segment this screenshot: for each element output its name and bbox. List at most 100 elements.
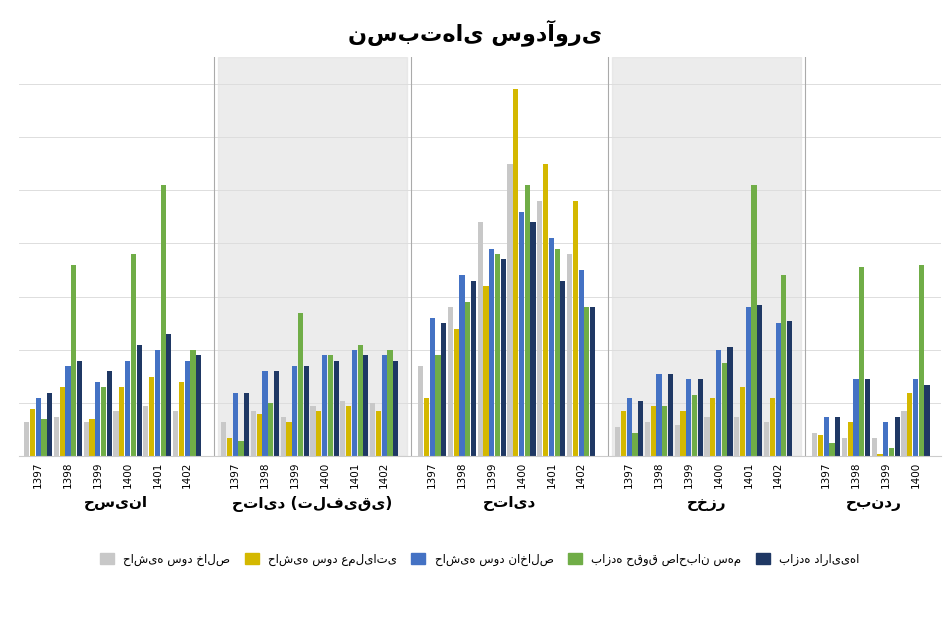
Bar xyxy=(884,422,888,456)
Bar xyxy=(478,222,483,456)
Bar xyxy=(66,366,70,456)
Bar xyxy=(149,377,154,456)
Bar xyxy=(466,302,470,456)
Bar xyxy=(161,185,165,456)
Bar xyxy=(913,379,918,456)
Bar xyxy=(560,281,565,456)
Bar xyxy=(757,305,763,456)
Bar xyxy=(489,249,494,456)
Bar xyxy=(543,164,548,456)
Bar xyxy=(781,275,787,456)
Bar xyxy=(615,427,620,456)
Bar xyxy=(651,406,655,456)
Bar xyxy=(388,350,392,456)
Bar xyxy=(429,318,435,456)
Bar xyxy=(878,454,883,456)
Bar xyxy=(370,403,375,456)
Bar xyxy=(441,323,446,456)
Bar xyxy=(42,419,47,456)
Bar xyxy=(274,372,279,456)
Bar xyxy=(829,443,834,456)
Bar xyxy=(54,417,59,456)
Bar xyxy=(298,313,303,456)
Bar xyxy=(447,307,453,456)
Bar xyxy=(662,406,667,456)
Bar xyxy=(495,254,500,456)
Bar xyxy=(131,254,136,456)
Bar xyxy=(435,355,441,456)
Bar xyxy=(173,411,179,456)
Bar xyxy=(680,411,686,456)
Bar xyxy=(286,422,292,456)
Text: حبندر: حبندر xyxy=(846,496,902,512)
Bar xyxy=(613,57,801,456)
Bar xyxy=(460,275,465,456)
Bar xyxy=(734,417,739,456)
Bar xyxy=(835,417,841,456)
Bar xyxy=(262,372,268,456)
Bar xyxy=(507,164,513,456)
Bar xyxy=(256,414,262,456)
Legend: حاشیه سود خالص, حاشیه سود عملیاتی, حاشیه سود ناخالص, بازده حقوق صاحبان سهم, بازد: حاشیه سود خالص, حاشیه سود عملیاتی, حاشیه… xyxy=(95,548,864,571)
Bar xyxy=(89,419,95,456)
Bar xyxy=(166,334,172,456)
Bar xyxy=(573,201,578,456)
Bar xyxy=(125,361,130,456)
Bar xyxy=(484,286,488,456)
Bar xyxy=(60,387,65,456)
Bar xyxy=(119,387,124,456)
Bar xyxy=(686,379,692,456)
Bar xyxy=(775,323,781,456)
Bar xyxy=(179,382,184,456)
Bar xyxy=(363,355,369,456)
Bar xyxy=(728,347,732,456)
Bar xyxy=(549,238,554,456)
Bar xyxy=(84,422,89,456)
Bar xyxy=(513,89,519,456)
Bar xyxy=(924,385,930,456)
Bar xyxy=(251,411,256,456)
Bar xyxy=(711,398,715,456)
Bar xyxy=(244,392,249,456)
Bar xyxy=(692,395,697,456)
Bar xyxy=(357,345,363,456)
Bar xyxy=(155,350,160,456)
Bar xyxy=(859,268,865,456)
Bar xyxy=(35,398,41,456)
Bar xyxy=(638,401,643,456)
Bar xyxy=(740,387,745,456)
Bar xyxy=(196,355,201,456)
Bar xyxy=(29,408,35,456)
Bar xyxy=(453,328,459,456)
Bar xyxy=(645,422,650,456)
Text: حسینا: حسینا xyxy=(84,496,147,512)
Bar xyxy=(143,406,148,456)
Bar xyxy=(824,417,828,456)
Bar xyxy=(907,392,912,456)
Bar xyxy=(864,379,870,456)
Bar xyxy=(190,350,196,456)
Text: حخزر: حخزر xyxy=(687,496,726,512)
Bar xyxy=(818,435,823,456)
Bar xyxy=(316,411,321,456)
Bar xyxy=(376,411,381,456)
Bar xyxy=(137,345,142,456)
Bar xyxy=(871,438,877,456)
Bar xyxy=(919,265,924,456)
Bar xyxy=(902,411,906,456)
Bar xyxy=(764,422,770,456)
Bar xyxy=(501,259,506,456)
Bar xyxy=(95,382,101,456)
Bar xyxy=(221,422,226,456)
Bar xyxy=(847,422,853,456)
Bar xyxy=(71,265,76,456)
Bar xyxy=(889,448,894,456)
Bar xyxy=(48,392,52,456)
Bar xyxy=(722,363,727,456)
Bar xyxy=(537,201,542,456)
Bar xyxy=(238,441,243,456)
Bar xyxy=(746,307,750,456)
Bar xyxy=(106,372,112,456)
Bar xyxy=(418,366,424,456)
Bar xyxy=(519,212,524,456)
